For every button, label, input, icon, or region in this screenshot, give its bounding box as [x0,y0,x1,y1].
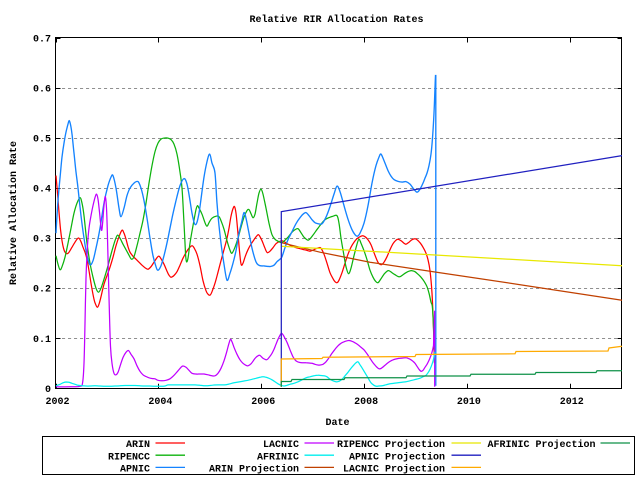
svg-text:AFRINIC: AFRINIC [257,452,299,463]
svg-text:2008: 2008 [354,397,378,408]
svg-text:0.3: 0.3 [33,235,51,246]
svg-text:2006: 2006 [251,397,275,408]
svg-text:2002: 2002 [45,397,69,408]
svg-text:Relative RIR Allocation Rates: Relative RIR Allocation Rates [249,14,423,26]
svg-text:LACNIC: LACNIC [263,440,299,451]
svg-text:APNIC: APNIC [120,465,150,476]
svg-text:RIPENCC: RIPENCC [108,452,150,463]
svg-text:0.7: 0.7 [33,35,51,46]
svg-text:ARIN: ARIN [126,440,150,451]
svg-text:LACNIC Projection: LACNIC Projection [343,464,445,476]
svg-text:ARIN Projection: ARIN Projection [209,464,299,476]
svg-text:APNIC Projection: APNIC Projection [349,451,445,463]
svg-text:Relative Allocation Rate: Relative Allocation Rate [8,141,20,285]
svg-text:Date: Date [325,418,349,429]
svg-text:0.2: 0.2 [33,285,51,296]
svg-text:2004: 2004 [148,397,172,408]
svg-text:RIPENCC Projection: RIPENCC Projection [337,439,445,451]
svg-text:0.1: 0.1 [33,335,51,346]
svg-text:0.4: 0.4 [33,185,51,196]
svg-text:0.5: 0.5 [33,135,51,146]
svg-text:0: 0 [45,385,51,396]
svg-text:2012: 2012 [560,397,584,408]
svg-text:0.6: 0.6 [33,85,51,96]
svg-text:2010: 2010 [457,397,481,408]
svg-text:AFRINIC Projection: AFRINIC Projection [487,439,595,451]
